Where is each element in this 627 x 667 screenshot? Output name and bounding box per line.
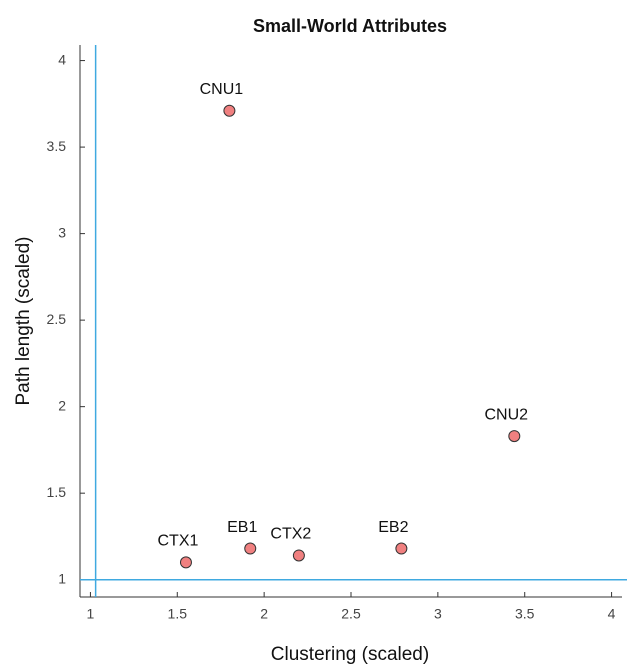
x-tick-label: 3 [434,606,442,622]
point-label: CTX2 [270,526,311,543]
point-label: CTX1 [158,533,199,550]
y-tick-label: 3.5 [47,138,67,154]
point-label: CNU1 [200,81,244,98]
y-tick-label: 2 [58,397,66,413]
point [292,549,305,562]
x-tick-label: 3.5 [515,606,535,622]
point [244,542,257,555]
x-tick-label: 2.5 [341,606,361,622]
chart-title: Small-World Attributes [253,16,447,36]
y-tick-label: 1 [58,570,66,586]
x-tick-label: 1.5 [168,606,188,622]
point [508,430,521,443]
point-label: EB2 [378,519,408,536]
y-tick-label: 3 [58,224,66,240]
point [223,104,236,117]
x-tick-label: 2 [260,606,268,622]
y-tick-label: 2.5 [47,311,67,327]
x-axis-label: Clustering (scaled) [271,644,429,665]
point [179,556,192,569]
x-tick-label: 1 [87,606,95,622]
y-tick-label: 1.5 [47,484,67,500]
point-label: CNU2 [485,406,529,423]
y-axis-label: Path length (scaled) [13,237,34,406]
x-tick-label: 4 [608,606,616,622]
point-label: EB1 [227,519,257,536]
point [395,542,408,555]
y-tick-label: 4 [58,51,66,67]
